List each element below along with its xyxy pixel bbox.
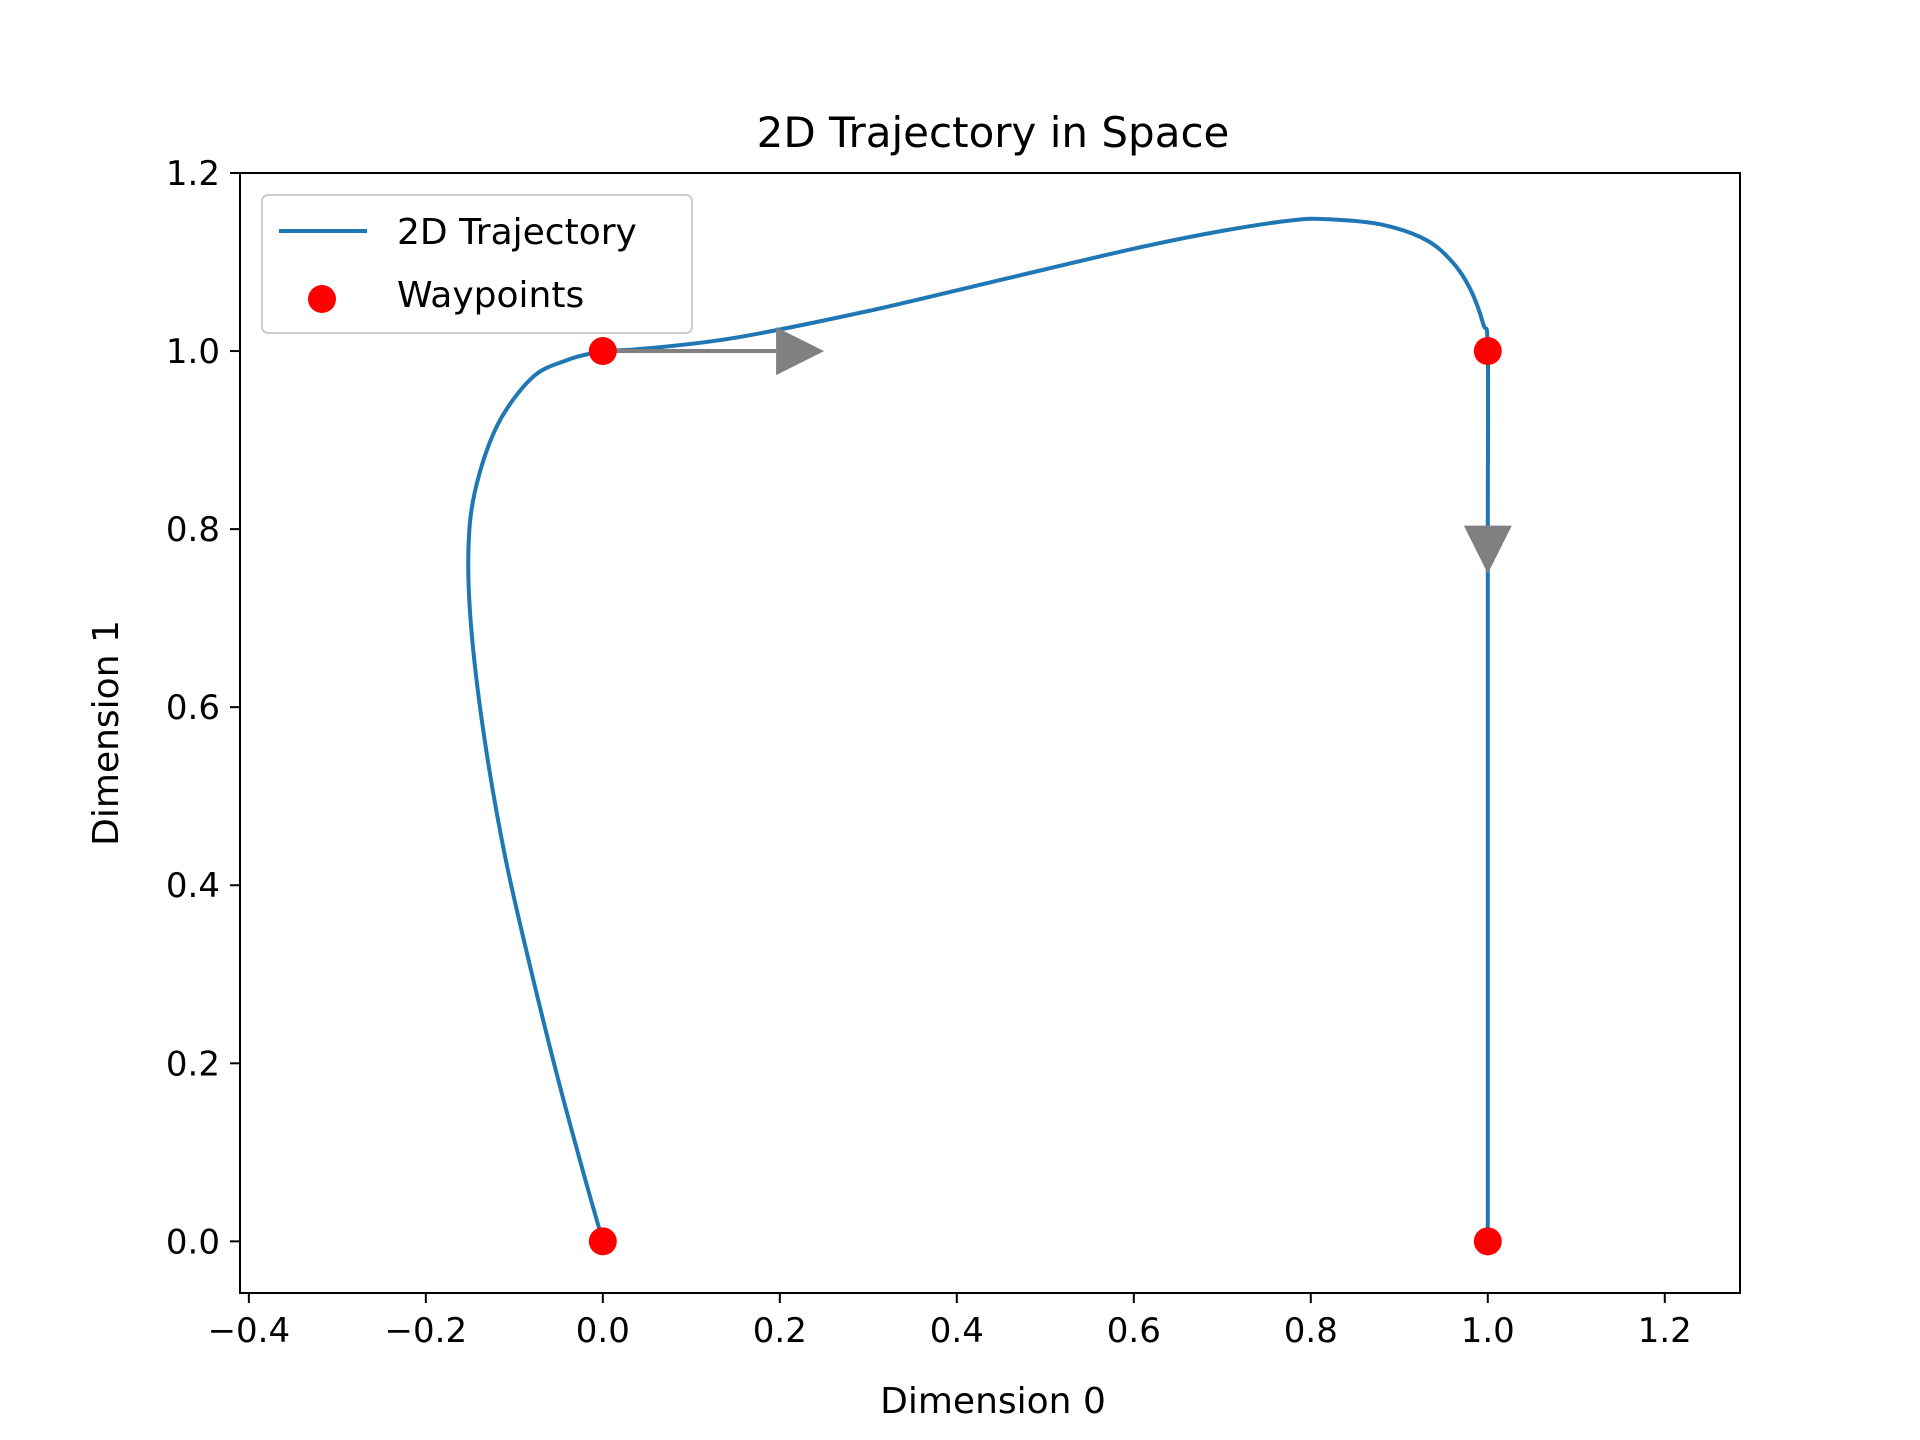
y-tick-label: 0.0 xyxy=(166,1222,220,1262)
x-tick-label: −0.4 xyxy=(208,1311,291,1351)
legend-box xyxy=(261,194,693,334)
y-axis-ticks: 0.0 0.2 0.4 0.6 0.8 1.0 1.2 xyxy=(166,154,240,1262)
plot-area xyxy=(239,172,1741,1294)
y-tick-label: 0.4 xyxy=(166,866,220,906)
direction-arrow-head-1 xyxy=(1463,525,1512,574)
y-tick-label: 1.2 xyxy=(166,154,220,194)
legend: 2D Trajectory Waypoints xyxy=(261,194,693,334)
y-axis-label: Dimension 1 xyxy=(86,620,127,846)
x-tick-label: 0.0 xyxy=(576,1311,630,1351)
x-tick-label: 0.8 xyxy=(1284,1311,1338,1351)
x-tick-label: 1.2 xyxy=(1638,1311,1692,1351)
x-axis-label: Dimension 0 xyxy=(880,1381,1106,1422)
waypoint-marker xyxy=(1473,1227,1502,1256)
waypoint-marker xyxy=(588,337,617,366)
waypoint-marker xyxy=(1473,337,1502,366)
x-tick-label: 1.0 xyxy=(1461,1311,1515,1351)
axes-frame xyxy=(239,172,1741,1294)
legend-marker-swatch xyxy=(308,285,336,313)
x-tick-label: 0.4 xyxy=(930,1311,984,1351)
legend-label-trajectory: 2D Trajectory xyxy=(397,212,637,253)
marks-layer xyxy=(466,216,1512,1256)
x-tick-label: 0.2 xyxy=(753,1311,807,1351)
y-tick-label: 0.8 xyxy=(166,510,220,550)
y-tick-label: 1.0 xyxy=(166,332,220,372)
axes-background xyxy=(240,173,1740,1293)
direction-arrow-head-0 xyxy=(776,327,825,376)
legend-label-waypoints: Waypoints xyxy=(397,275,584,316)
chart-title: 2D Trajectory in Space xyxy=(757,108,1230,157)
x-tick-label: 0.6 xyxy=(1107,1311,1161,1351)
waypoint-marker xyxy=(588,1227,617,1256)
y-tick-label: 0.6 xyxy=(166,688,220,728)
x-tick-label: −0.2 xyxy=(385,1311,468,1351)
y-tick-label: 0.2 xyxy=(166,1044,220,1084)
x-axis-ticks: −0.4 −0.2 0.0 0.2 0.4 0.6 0.8 1.0 1.2 xyxy=(208,1293,1692,1351)
